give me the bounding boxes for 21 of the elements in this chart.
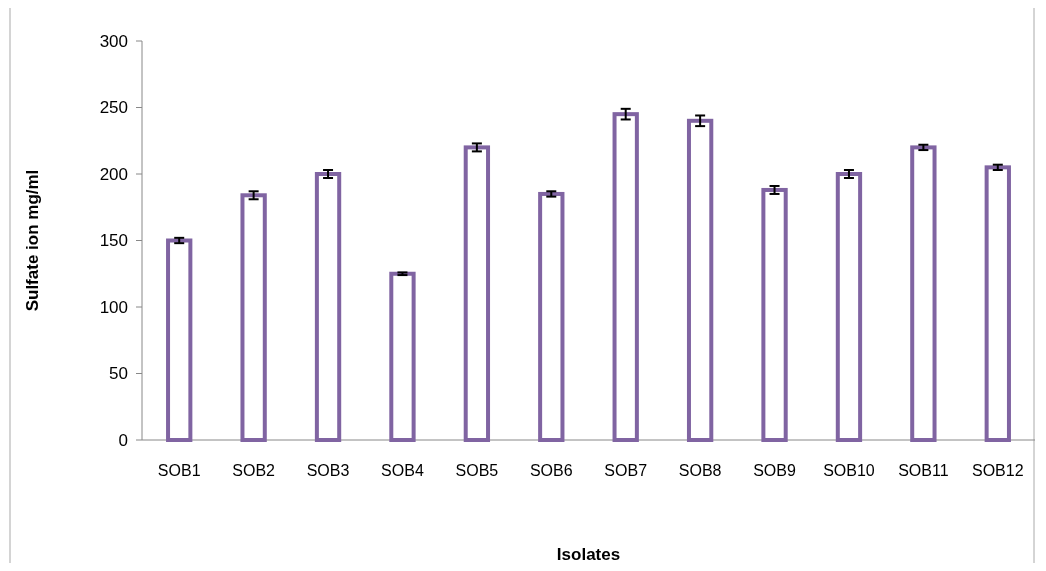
x-tick-label: SOB8 (678, 462, 722, 479)
y-tick-label: 100 (99, 297, 128, 317)
y-tick-label: 0 (118, 430, 128, 450)
y-tick-label: 50 (109, 364, 128, 384)
y-axis-title: Sulfate ion mg/ml (23, 169, 42, 312)
x-tick-label: SOB2 (232, 462, 276, 479)
x-tick-label: SOB5 (455, 462, 499, 479)
y-tick-label: 250 (99, 98, 128, 118)
x-tick-label: SOB6 (529, 462, 573, 479)
x-tick-label: SOB9 (753, 462, 796, 479)
y-tick-label: 150 (99, 231, 128, 251)
x-tick-label: SOB10 (823, 462, 875, 479)
x-axis-title: Isolates (556, 545, 621, 564)
y-tick-label: 200 (99, 164, 128, 184)
x-tick-label: SOB7 (604, 462, 648, 479)
x-tick-label: SOB11 (898, 462, 949, 479)
x-tick-label: SOB12 (971, 462, 1024, 479)
y-tick-label: 300 (99, 31, 128, 51)
x-tick-label: SOB1 (157, 462, 201, 479)
x-tick-label: SOB3 (306, 462, 350, 479)
x-tick-label: SOB4 (381, 462, 424, 479)
